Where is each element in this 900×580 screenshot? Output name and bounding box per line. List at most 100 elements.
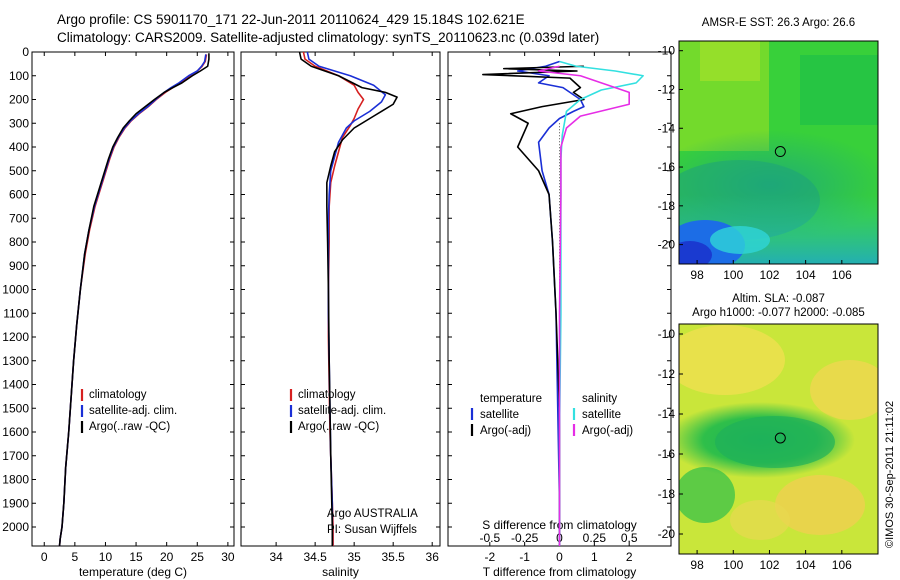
depth-tick-label: 200 (9, 93, 29, 107)
figure-title-line2: Climatology: CARS2009. Satellite-adjuste… (57, 30, 599, 45)
map-y-tick-label: -16 (658, 160, 676, 174)
x-axis-label: salinity (322, 565, 359, 579)
map-x-tick-label: 102 (759, 268, 779, 282)
annotation-line: PI: Susan Wijffels (327, 524, 417, 536)
depth-tick-label: 2000 (2, 520, 29, 534)
map-x-tick-label: 98 (690, 558, 704, 572)
map-x-tick-label: 104 (796, 558, 816, 572)
map-y-tick-label: -20 (658, 238, 676, 252)
difference-series-s-satellite (558, 60, 644, 546)
x-tick-label: 35 (347, 550, 361, 564)
map-y-tick-label: -16 (658, 447, 676, 461)
depth-tick-label: 100 (9, 69, 29, 83)
sst-map-panel: AMSR-E SST: 26.3 Argo: 26.6 98 100 102 104 10… (658, 17, 879, 282)
figure-title-line1: Argo profile: CS 5901170_171 22-Jun-2011… (57, 12, 525, 27)
salinity-panel: 34 34.5 35 35.5 36 salinity climatology satelli… (240, 51, 441, 579)
x-tick-label: 15 (129, 550, 143, 564)
x-tick-label: 34 (269, 550, 283, 564)
map-y-tick-label: -20 (658, 527, 676, 541)
legend-label: Argo(..raw -QC) (89, 421, 170, 433)
legend-label: climatology (298, 389, 356, 401)
depth-tick-label: 300 (9, 116, 29, 130)
map-y-tick-label: -14 (658, 121, 676, 135)
credit-stamp: ©IMOS 30-Sep-2011 21:11:02 (884, 401, 896, 548)
x-tick-label: 2 (626, 550, 633, 564)
map-y-tick-label: -10 (658, 327, 676, 341)
s-tick-label: 0.25 (583, 531, 607, 545)
depth-tick-label: 600 (9, 188, 29, 202)
map-title-line: Altim. SLA: -0.087 (732, 293, 825, 305)
difference-panel: -2 -1 0 1 2-0.5 -0.25 0 0.25 0.5S difference fro… (447, 51, 672, 579)
depth-tick-label: 700 (9, 211, 29, 225)
depth-tick-label: 1700 (2, 449, 29, 463)
depth-tick-label: 1200 (2, 330, 29, 344)
s-tick-label: -0.25 (511, 531, 539, 545)
depth-tick-label: 1600 (2, 425, 29, 439)
depth-tick-label: 1900 (2, 496, 29, 510)
map-y-tick-label: -12 (658, 82, 676, 96)
x-tick-label: 0 (556, 550, 563, 564)
legend-label: climatology (89, 389, 147, 401)
map-x-tick-label: 102 (759, 558, 779, 572)
map-y-tick-label: -18 (658, 199, 676, 213)
depth-tick-label: 400 (9, 140, 29, 154)
legend-label: satellite-adj. clim. (89, 405, 177, 417)
x-tick-label: 10 (99, 550, 113, 564)
argo-location-marker (774, 146, 786, 158)
map-x-tick-label: 104 (796, 268, 816, 282)
depth-tick-label: 1300 (2, 354, 29, 368)
annotation-line: Argo AUSTRALIA (327, 508, 418, 520)
x-tick-label: 35.5 (381, 550, 405, 564)
salinity-series-argo-raw-qc- (298, 51, 398, 546)
depth-tick-label: 900 (9, 259, 29, 273)
s-tick-label: 0.5 (621, 531, 638, 545)
legend-label: Argo(-adj) (582, 425, 633, 437)
map-x-tick-label: 106 (832, 268, 852, 282)
sst-map-image (679, 41, 878, 264)
x-tick-label: 1 (591, 550, 598, 564)
depth-tick-label: 1000 (2, 283, 29, 297)
argo-location-marker (774, 432, 786, 444)
x-axis-label: T difference from climatology (483, 565, 637, 579)
x-tick-label: -1 (519, 550, 530, 564)
temperature-series-argo-raw-qc- (58, 53, 210, 547)
x-tick-label: 20 (160, 550, 174, 564)
depth-tick-label: 1800 (2, 473, 29, 487)
map-y-tick-label: -12 (658, 367, 676, 381)
x-tick-label: -2 (484, 550, 495, 564)
map-x-tick-label: 98 (690, 268, 704, 282)
depth-tick-label: 500 (9, 164, 29, 178)
map-x-tick-label: 100 (723, 268, 743, 282)
x-tick-label: 30 (221, 550, 235, 564)
legend-title: temperature (480, 393, 542, 405)
x-tick-label: 5 (72, 550, 79, 564)
depth-tick-label: 0 (22, 45, 29, 59)
depth-tick-label: 1500 (2, 401, 29, 415)
difference-series-s-argo-adj- (537, 65, 630, 546)
temperature-plot-frame (31, 51, 235, 547)
temperature-panel: 0100200300400500600700800900100011001200… (2, 45, 235, 579)
x-tick-label: 0 (41, 550, 48, 564)
x-axis-label: temperature (deg C) (79, 565, 187, 579)
map-y-tick-label: -14 (658, 407, 676, 421)
legend-label: satellite (480, 409, 519, 421)
map-title-line: AMSR-E SST: 26.3 Argo: 26.6 (702, 17, 855, 29)
salinity-plot-frame (240, 51, 441, 547)
map-y-tick-label: -18 (658, 487, 676, 501)
sla-map-panel: Altim. SLA: -0.087 Argo h1000: -0.077 h20… (658, 293, 879, 572)
map-title-line: Argo h1000: -0.077 h2000: -0.085 (692, 307, 865, 319)
s-tick-label: -0.5 (479, 531, 500, 545)
difference-series-t-argo-adj- (482, 65, 585, 546)
x-tick-label: 25 (191, 550, 205, 564)
x-tick-label: 34.5 (303, 550, 327, 564)
x-tick-label: 36 (426, 550, 440, 564)
depth-tick-label: 800 (9, 235, 29, 249)
legend-label: satellite-adj. clim. (298, 405, 386, 417)
sla-map-image (679, 324, 878, 554)
legend-title: salinity (582, 393, 617, 405)
legend-label: satellite (582, 409, 621, 421)
depth-tick-label: 1400 (2, 378, 29, 392)
legend-label: Argo(-adj) (480, 425, 531, 437)
legend-label: Argo(..raw -QC) (298, 421, 379, 433)
